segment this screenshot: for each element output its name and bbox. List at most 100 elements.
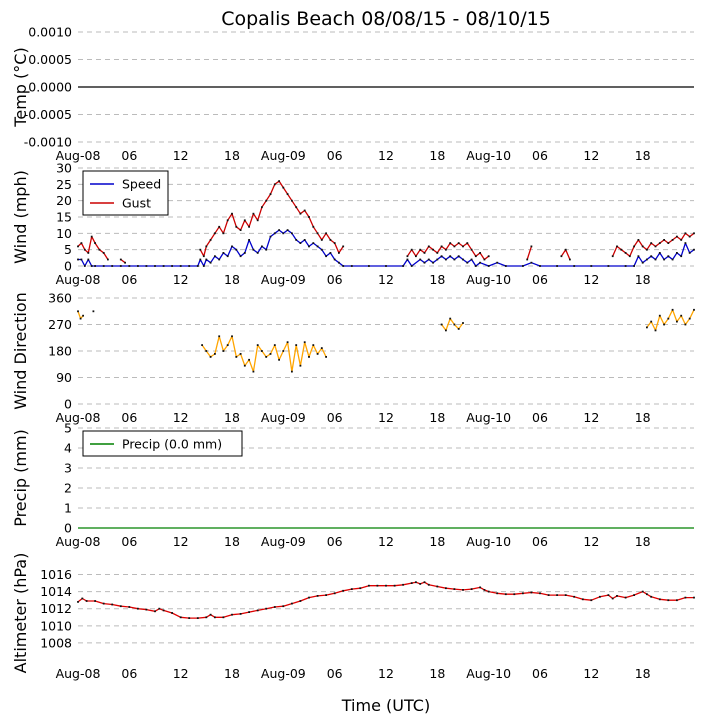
panel-temp: -0.0010 -0.0005 0.0000 0.0005 0.0010 Temp (°C… — [11, 25, 694, 163]
y-tick-label: 5 — [64, 421, 72, 436]
series-direction-point — [256, 344, 259, 346]
x-tick-label: Aug-10 — [466, 410, 511, 425]
series-speed-point — [624, 265, 627, 267]
y-tick-label: 0 — [64, 259, 72, 274]
series-speed-point — [654, 258, 657, 261]
series-altimeter-point — [415, 581, 417, 584]
series-gust-point — [338, 252, 340, 254]
x-tick-label: Aug-10 — [466, 148, 511, 163]
series-speed-point — [222, 252, 225, 254]
y-tick-label: 180 — [48, 344, 72, 359]
legend: Precip (0.0 mm) — [82, 430, 243, 457]
y-tick-label: 0.0005 — [28, 52, 72, 67]
series-direction-point — [457, 328, 460, 330]
series-speed-point — [440, 255, 443, 258]
y-tick-label: 3 — [64, 461, 72, 476]
series-speed-point — [196, 265, 199, 267]
x-tick-label: 18 — [224, 148, 240, 163]
series-gust-point — [427, 245, 430, 248]
series-gust-point — [273, 183, 276, 186]
series-direction-point — [92, 310, 95, 313]
series-gust-point — [278, 180, 280, 182]
series-gust-point — [325, 232, 327, 235]
series-speed-point — [641, 261, 644, 264]
series-altimeter-point — [248, 611, 250, 613]
series-direction-point — [282, 350, 285, 352]
series-speed-point — [312, 242, 315, 244]
series-direction-point — [663, 323, 665, 326]
series-altimeter-point — [205, 616, 208, 619]
x-tick-label: 06 — [327, 534, 343, 549]
series-altimeter-point — [564, 594, 567, 596]
series-speed-point — [522, 265, 524, 267]
series-direction-point — [445, 329, 447, 332]
series-gust-point — [658, 242, 661, 244]
series-altimeter-point — [81, 597, 84, 600]
series-direction-point — [320, 347, 323, 349]
x-tick-label: 06 — [327, 666, 343, 681]
series-altimeter-point — [419, 583, 422, 585]
series-speed-point — [406, 258, 409, 261]
series-gust-point — [423, 252, 426, 254]
x-tick-label: 06 — [532, 272, 548, 287]
series-altimeter-point — [633, 594, 635, 596]
series-altimeter-point — [556, 594, 558, 596]
y-tick-label: 0 — [64, 397, 72, 412]
series-altimeter-point — [111, 603, 114, 606]
series-speed-point — [256, 252, 259, 254]
series-altimeter-point — [291, 602, 293, 605]
series-speed-point — [350, 265, 353, 267]
series-gust-point — [415, 255, 417, 258]
x-tick-label: 12 — [378, 410, 394, 425]
series-gust-point — [329, 239, 332, 241]
x-tick-label: 12 — [173, 148, 189, 163]
series-direction-point — [462, 322, 464, 324]
series-altimeter-point — [333, 592, 336, 595]
series-altimeter-point — [209, 613, 212, 616]
x-tick-label: 12 — [173, 534, 189, 549]
series-speed-point — [202, 265, 205, 267]
series-speed-point — [316, 245, 319, 248]
series-speed-point — [145, 265, 148, 267]
series-speed-point — [671, 258, 674, 261]
y-axis-label: Temp (°C) — [11, 47, 30, 127]
series-speed-point — [278, 229, 280, 231]
series-speed-point — [474, 265, 477, 267]
series-speed-point — [218, 258, 221, 261]
series-direction-point — [316, 353, 319, 355]
y-tick-label: 1 — [64, 501, 72, 516]
legend-label: Speed — [122, 177, 161, 192]
series-gust-point — [102, 252, 105, 254]
series-altimeter-point — [368, 584, 370, 587]
series-gust-point — [684, 232, 687, 235]
series-direction-point — [684, 323, 687, 326]
series-altimeter-point — [658, 598, 661, 601]
series-altimeter-point — [119, 605, 122, 608]
series-altimeter-point — [256, 609, 259, 612]
series-speed-point — [573, 265, 576, 267]
series-altimeter-point — [487, 590, 490, 593]
y-tick-label: -0.0010 — [24, 135, 72, 150]
series-speed-point — [342, 265, 345, 267]
series-direction-point — [261, 350, 263, 352]
series-speed-point — [231, 245, 233, 248]
y-axis-label: Wind (mph) — [11, 170, 30, 264]
series-direction-point — [205, 350, 208, 352]
series-direction-point — [688, 317, 691, 320]
series-altimeter-point — [513, 593, 516, 596]
series-speed-point — [385, 265, 387, 267]
series-speed-point — [243, 252, 246, 254]
series-gust-point — [406, 255, 409, 258]
series-gust-point — [526, 258, 529, 261]
series-speed-point — [154, 265, 156, 267]
series-altimeter-point — [496, 592, 499, 595]
x-tick-label: 12 — [378, 534, 394, 549]
y-tick-label: 25 — [56, 177, 72, 192]
x-tick-label: 06 — [121, 666, 137, 681]
series-gust-point — [616, 245, 618, 248]
series-gust-point — [628, 255, 631, 258]
x-tick-label: 12 — [378, 666, 394, 681]
series-speed-point — [199, 258, 202, 261]
x-tick-label: Aug-09 — [261, 666, 306, 681]
series-altimeter-point — [162, 609, 165, 612]
